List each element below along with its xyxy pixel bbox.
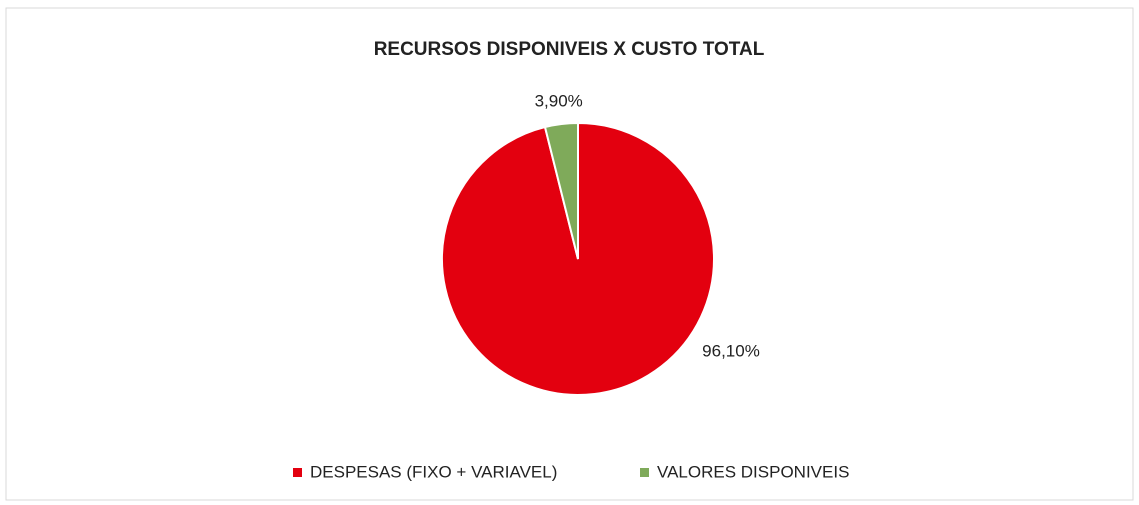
pie-slice: [543, 121, 579, 260]
legend-swatch: [293, 468, 302, 477]
data-label: 3,90%: [535, 92, 583, 111]
legend-swatch: [640, 468, 649, 477]
legend-label: VALORES DISPONIVEIS: [657, 462, 849, 481]
data-label: 96,10%: [702, 341, 760, 360]
legend-label: DESPESAS (FIXO + VARIAVEL): [310, 462, 557, 481]
chart-title: RECURSOS DISPONIVEIS X CUSTO TOTAL: [374, 39, 765, 60]
